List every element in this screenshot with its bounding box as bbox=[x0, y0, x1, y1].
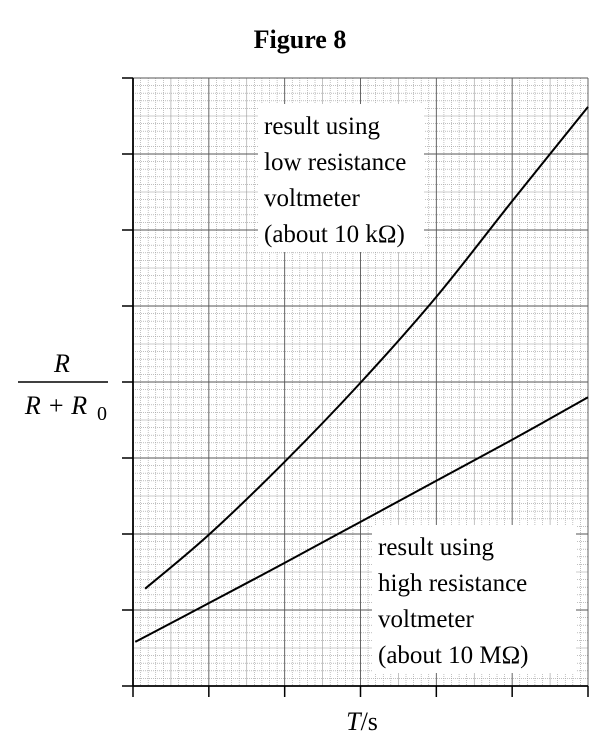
annotation-line: voltmeter bbox=[378, 606, 474, 633]
x-label-unit: /s bbox=[361, 707, 378, 736]
curve bbox=[134, 396, 589, 643]
annotation-line: (about 10 MΩ) bbox=[378, 642, 529, 669]
curves bbox=[134, 106, 589, 643]
y-label-denominator: R + R bbox=[24, 391, 87, 420]
curve bbox=[144, 106, 589, 590]
x-label-symbol: T bbox=[346, 707, 362, 736]
annotation-line: (about 10 kΩ) bbox=[264, 221, 405, 248]
annotation-line: high resistance bbox=[378, 570, 527, 597]
annotation-line: result using bbox=[264, 113, 380, 140]
y-label-subscript: 0 bbox=[97, 403, 107, 425]
x-axis-label: T/s bbox=[346, 707, 378, 736]
annotation-box bbox=[372, 525, 576, 673]
annotations: result using low resistance voltmeter (abou… bbox=[258, 104, 576, 673]
y-axis-label: R R + R 0 bbox=[18, 349, 108, 425]
annotation-line: low resistance bbox=[264, 149, 406, 176]
chart-title: Figure 8 bbox=[254, 25, 347, 54]
annotation-box bbox=[258, 104, 424, 252]
annotation-line: result using bbox=[378, 534, 494, 561]
annotation-line: voltmeter bbox=[264, 185, 360, 212]
y-label-numerator: R bbox=[53, 349, 70, 378]
